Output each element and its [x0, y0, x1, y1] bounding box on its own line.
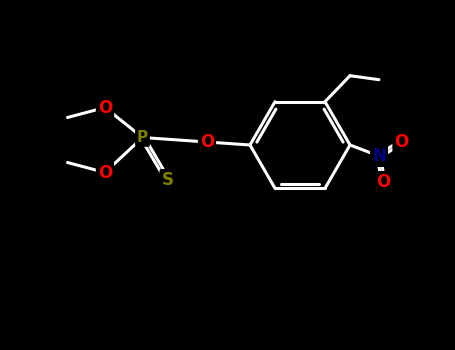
Text: N: N — [372, 147, 386, 165]
Text: S: S — [162, 171, 173, 189]
Text: O: O — [98, 163, 112, 182]
Text: O: O — [394, 133, 409, 151]
Text: P: P — [137, 130, 148, 145]
Text: O: O — [200, 133, 214, 151]
Text: O: O — [98, 98, 112, 117]
Text: O: O — [376, 173, 390, 191]
